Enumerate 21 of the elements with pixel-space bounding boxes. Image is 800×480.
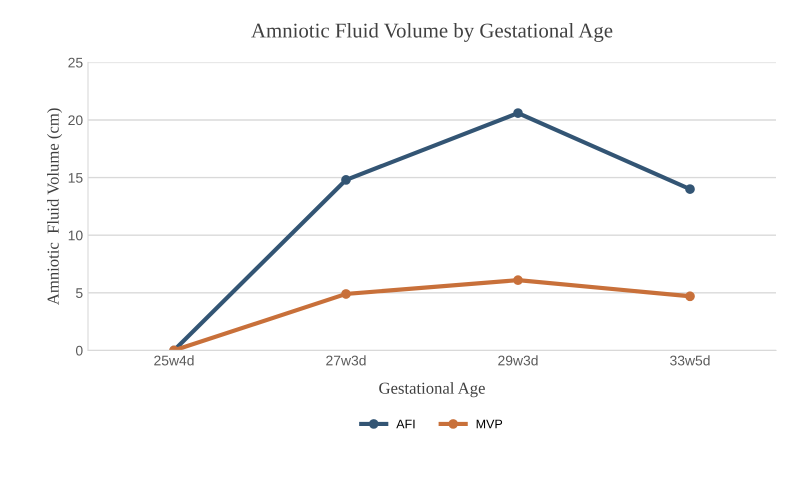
x-tick-label: 33w5d xyxy=(670,355,710,366)
point xyxy=(341,175,351,185)
x-tick-label: 27w3d xyxy=(326,355,366,366)
point xyxy=(685,291,695,302)
y-tick-label: 15 xyxy=(68,173,83,183)
point xyxy=(685,184,695,194)
x-tick-label: 29w3d xyxy=(498,355,538,366)
legend-label: MVP xyxy=(476,420,502,428)
point xyxy=(341,289,351,299)
x-axis-title: Gestational Age xyxy=(379,382,485,398)
point xyxy=(513,275,523,285)
point xyxy=(513,108,523,118)
legend-label: AFI xyxy=(396,420,415,428)
y-tick-label: 0 xyxy=(76,346,83,356)
x-tick-label: 25w4d xyxy=(154,355,194,366)
y-tick-label: 10 xyxy=(68,230,83,240)
y-axis-title: Amniotic Fluid Volume (cm) xyxy=(47,108,62,306)
y-tick-label: 5 xyxy=(76,288,83,298)
y-tick-label: 20 xyxy=(68,115,83,126)
y-tick-label: 25 xyxy=(68,58,83,68)
chart-title: Amniotic Fluid Volume by Gestational Age xyxy=(251,22,612,42)
